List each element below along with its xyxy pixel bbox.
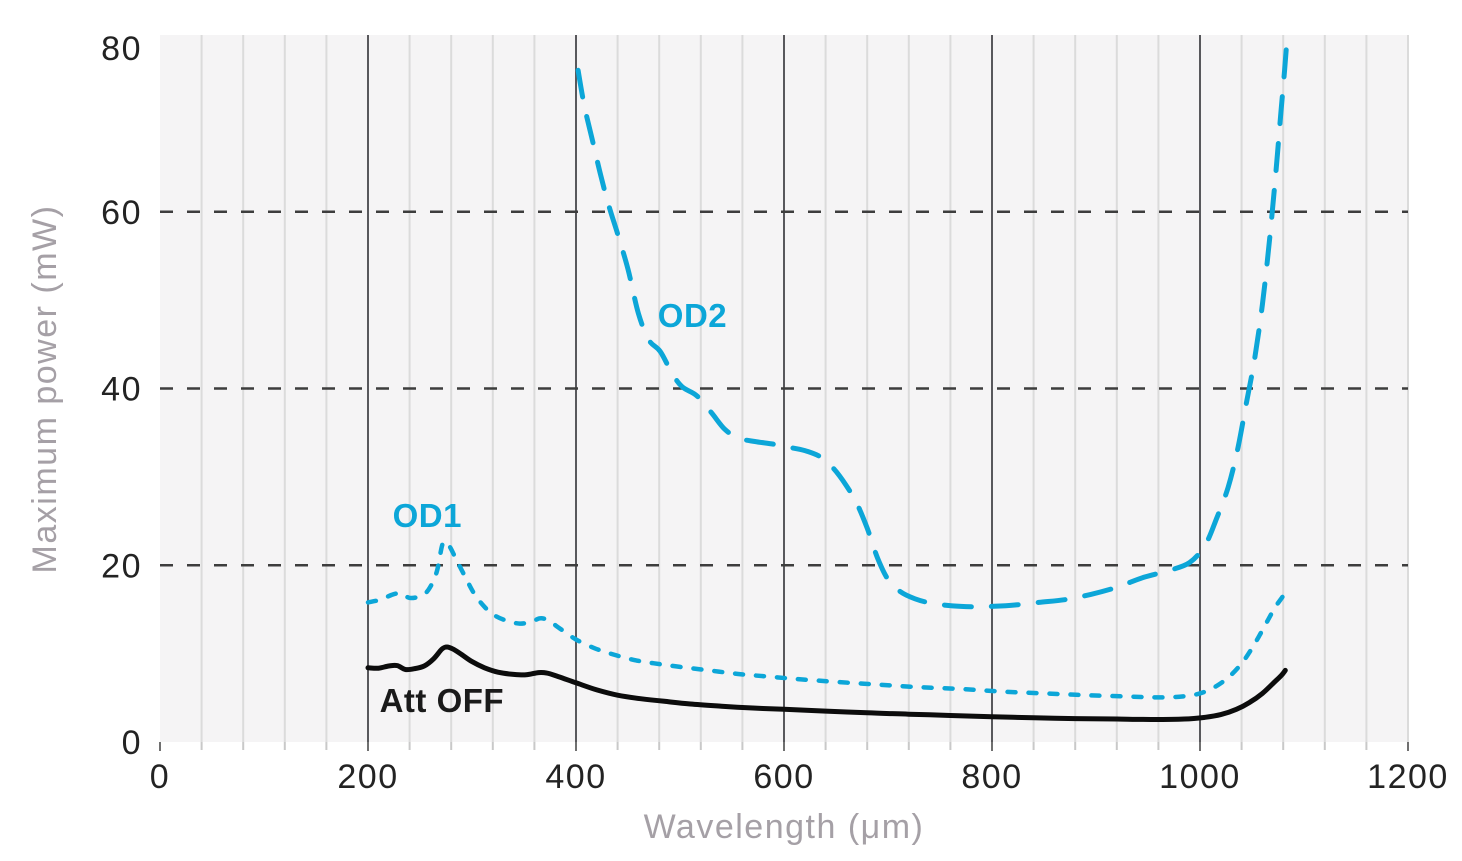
curve-label-att-off: Att OFF — [380, 682, 504, 719]
y-axis-title: Maximum power (mW) — [26, 205, 64, 574]
curve-att-off — [365, 644, 1288, 722]
curve-od1 — [365, 539, 1288, 700]
y-tick-label-80: 80 — [101, 30, 142, 68]
x-tick-label-200: 200 — [337, 758, 398, 796]
curve-od2 — [575, 45, 1289, 610]
curve-label-od1: OD1 — [393, 497, 462, 534]
y-tick-label-40: 40 — [101, 371, 142, 409]
plot-layer: OD2 OD1 Att OFF 0 200 400 600 800 1000 1200 0 20 40 6… — [101, 30, 1449, 796]
y-tick-label-20: 20 — [101, 547, 142, 585]
x-tick-label-600: 600 — [753, 758, 814, 796]
x-tick-label-0: 0 — [150, 758, 170, 796]
curve-label-od2: OD2 — [658, 297, 727, 334]
x-axis-title: Wavelength (μm) — [644, 808, 925, 846]
x-tick-label-400: 400 — [545, 758, 606, 796]
x-tick-label-1000: 1000 — [1159, 758, 1241, 796]
y-tick-label-60: 60 — [101, 194, 142, 232]
x-tick-label-800: 800 — [961, 758, 1022, 796]
x-tick-label-1200: 1200 — [1367, 758, 1449, 796]
y-tick-label-0: 0 — [122, 724, 142, 762]
